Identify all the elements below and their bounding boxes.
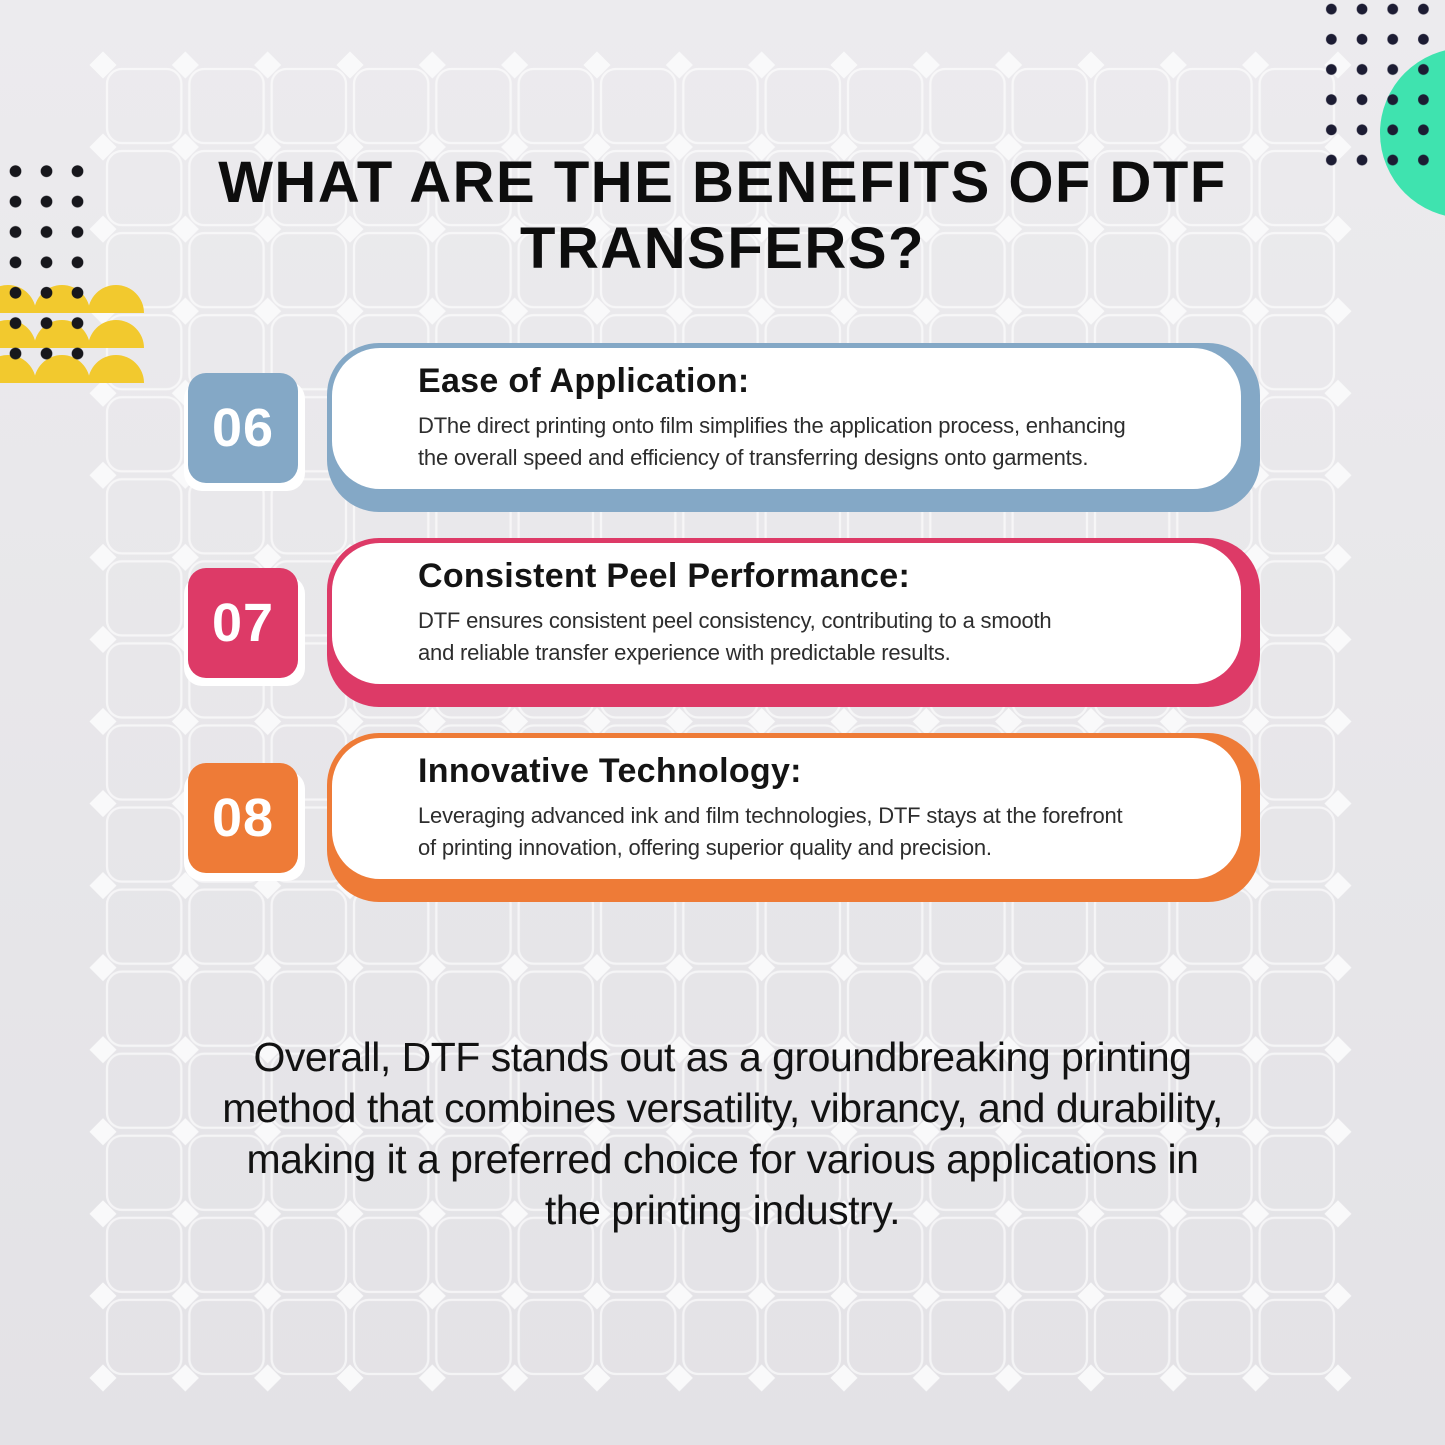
benefit-description-line: the overall speed and efficiency of tran…: [418, 445, 1089, 470]
benefit-card: Consistent Peel Performance: DTF ensures…: [327, 538, 1260, 707]
benefit-description-line: DTF ensures consistent peel consistency,…: [418, 608, 1052, 633]
closing-line: making it a preferred choice for various…: [246, 1136, 1199, 1182]
dot-grid-top-right: [1316, 0, 1440, 176]
benefit-description-line: Leveraging advanced ink and film technol…: [418, 803, 1123, 828]
benefit-number-badge: 06: [188, 373, 298, 483]
benefit-number-badge: 08: [188, 763, 298, 873]
page-title-line-2: TRANSFERS?: [520, 216, 925, 281]
benefit-description: DTF ensures consistent peel consistency,…: [418, 605, 1225, 669]
benefit-number-badge: 07: [188, 568, 298, 678]
closing-paragraph: Overall, DTF stands out as a groundbreak…: [0, 1032, 1445, 1236]
benefit-card: Ease of Application: DThe direct printin…: [327, 343, 1260, 512]
benefit-description-line: DThe direct printing onto film simplifie…: [418, 413, 1126, 438]
benefit-number: 07: [211, 593, 275, 653]
benefit-card-body: Innovative Technology: Leveraging advanc…: [332, 738, 1241, 879]
benefit-description-line: of printing innovation, offering superio…: [418, 835, 992, 860]
page-title: WHAT ARE THE BENEFITS OF DTF TRANSFERS?: [0, 150, 1445, 282]
benefit-title: Consistent Peel Performance:: [418, 557, 911, 595]
benefit-row-07: 07 Consistent Peel Performance: DTF ensu…: [188, 538, 1260, 707]
benefit-row-08: 08 Innovative Technology: Leveraging adv…: [188, 733, 1260, 902]
benefit-description: Leveraging advanced ink and film technol…: [418, 800, 1225, 864]
closing-line: the printing industry.: [544, 1187, 901, 1233]
dot-grid-left: [0, 156, 94, 370]
benefit-row-06: 06 Ease of Application: DThe direct prin…: [188, 343, 1260, 512]
semicircle-shape: [88, 355, 144, 383]
closing-line: method that combines versatility, vibran…: [222, 1085, 1223, 1131]
benefit-card-body: Consistent Peel Performance: DTF ensures…: [332, 543, 1241, 684]
closing-line: Overall, DTF stands out as a groundbreak…: [253, 1034, 1192, 1080]
benefit-card-body: Ease of Application: DThe direct printin…: [332, 348, 1241, 489]
semicircle-shape: [88, 320, 144, 348]
benefit-title: Innovative Technology:: [418, 752, 802, 790]
benefit-title: Ease of Application:: [418, 362, 750, 400]
benefit-number: 08: [211, 788, 275, 848]
benefit-description: DThe direct printing onto film simplifie…: [418, 410, 1225, 474]
benefit-card: Innovative Technology: Leveraging advanc…: [327, 733, 1260, 902]
semicircle-shape: [88, 285, 144, 313]
benefit-description-line: and reliable transfer experience with pr…: [418, 640, 951, 665]
page-title-line-1: WHAT ARE THE BENEFITS OF DTF: [218, 150, 1227, 215]
benefit-number: 06: [211, 398, 275, 458]
